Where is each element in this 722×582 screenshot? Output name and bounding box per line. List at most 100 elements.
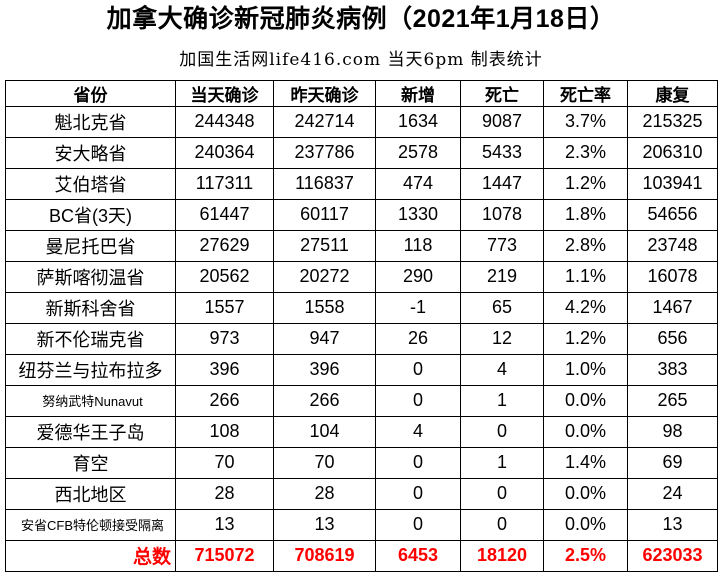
province-cell: 萨斯喀彻温省	[5, 260, 176, 293]
province-cell: 爱德华王子岛	[5, 415, 176, 448]
death-rate-cell: 4.2%	[543, 291, 628, 324]
value-cell: 0	[460, 415, 544, 448]
header-cell-3: 新增	[375, 79, 461, 107]
value-cell: 13	[175, 508, 274, 541]
province-cell: 新不伦瑞克省	[5, 322, 176, 355]
death-rate-cell: 0.0%	[543, 477, 628, 510]
province-cell: 安大略省	[5, 136, 176, 169]
value-cell: 0	[375, 508, 461, 541]
covid-table: 省份 当天确诊 昨天确诊 新增 死亡 死亡率 康复 魁北克省 244348 242714 1634…	[5, 79, 718, 572]
value-cell: 28	[273, 477, 376, 510]
value-cell: 13	[627, 508, 718, 541]
value-cell: 0	[375, 446, 461, 479]
value-cell: 98	[627, 415, 718, 448]
death-rate-cell: 1.4%	[543, 446, 628, 479]
value-cell: 5433	[460, 136, 544, 169]
value-cell: 13	[273, 508, 376, 541]
value-cell: 265	[627, 384, 718, 417]
value-cell: 28	[175, 477, 274, 510]
death-rate-cell: 2.8%	[543, 229, 628, 262]
value-cell: 1467	[627, 291, 718, 324]
value-cell: 104	[273, 415, 376, 448]
value-cell: 1557	[175, 291, 274, 324]
header-cell-0: 省份	[5, 79, 176, 107]
table-row: 魁北克省 244348 242714 1634 9087 3.7% 215325	[5, 105, 718, 138]
value-cell: 0	[460, 508, 544, 541]
value-cell: 656	[627, 322, 718, 355]
value-cell: 1	[460, 446, 544, 479]
value-cell: 973	[175, 322, 274, 355]
death-rate-cell: 0.0%	[543, 415, 628, 448]
value-cell: 1634	[375, 105, 461, 138]
header-cell-4: 死亡	[460, 79, 544, 107]
value-cell: 54656	[627, 198, 718, 231]
value-cell: 1447	[460, 167, 544, 200]
value-cell: 396	[273, 353, 376, 386]
value-cell: 118	[375, 229, 461, 262]
value-cell: 61447	[175, 198, 274, 231]
value-cell: 0	[375, 384, 461, 417]
value-cell: 1078	[460, 198, 544, 231]
table-row: BC省(3天) 61447 60117 1330 1078 1.8% 54656	[5, 198, 718, 231]
value-cell: 0	[460, 477, 544, 510]
value-cell: 219	[460, 260, 544, 293]
value-cell: 242714	[273, 105, 376, 138]
province-cell: 艾伯塔省	[5, 167, 176, 200]
value-cell: 16078	[627, 260, 718, 293]
value-cell: 0	[375, 477, 461, 510]
table-row: 育空 70 70 0 1 1.4% 69	[5, 446, 718, 479]
death-rate-cell: 3.7%	[543, 105, 628, 138]
value-cell: 23748	[627, 229, 718, 262]
value-cell: 1558	[273, 291, 376, 324]
value-cell: 215325	[627, 105, 718, 138]
value-cell: 20562	[175, 260, 274, 293]
table-row: 爱德华王子岛 108 104 4 0 0.0% 98	[5, 415, 718, 448]
value-cell: 60117	[273, 198, 376, 231]
value-cell: 117311	[175, 167, 274, 200]
table-row: 西北地区 28 28 0 0 0.0% 24	[5, 477, 718, 510]
death-rate-cell: 1.8%	[543, 198, 628, 231]
value-cell: 24	[627, 477, 718, 510]
value-cell: 237786	[273, 136, 376, 169]
value-cell: 206310	[627, 136, 718, 169]
province-cell: 西北地区	[5, 477, 176, 510]
header-row: 省份 当天确诊 昨天确诊 新增 死亡 死亡率 康复	[5, 79, 718, 107]
value-cell: 27629	[175, 229, 274, 262]
value-cell: 65	[460, 291, 544, 324]
value-cell: 947	[273, 322, 376, 355]
province-cell: BC省(3天)	[5, 198, 176, 231]
value-cell: 240364	[175, 136, 274, 169]
value-cell: 244348	[175, 105, 274, 138]
value-cell: 12	[460, 322, 544, 355]
table-row: 新不伦瑞克省 973 947 26 12 1.2% 656	[5, 322, 718, 355]
value-cell: 715072	[175, 539, 274, 572]
value-cell: -1	[375, 291, 461, 324]
value-cell: 708619	[273, 539, 376, 572]
table-row: 曼尼托巴省 27629 27511 118 773 2.8% 23748	[5, 229, 718, 262]
value-cell: 474	[375, 167, 461, 200]
value-cell: 383	[627, 353, 718, 386]
table-row: 萨斯喀彻温省 20562 20272 290 219 1.1% 16078	[5, 260, 718, 293]
province-cell: 曼尼托巴省	[5, 229, 176, 262]
death-rate-cell: 1.2%	[543, 167, 628, 200]
value-cell: 20272	[273, 260, 376, 293]
value-cell: 396	[175, 353, 274, 386]
header-cell-1: 当天确诊	[175, 79, 274, 107]
value-cell: 1330	[375, 198, 461, 231]
header-cell-5: 死亡率	[543, 79, 628, 107]
page-subtitle: 加国生活网life416.com 当天6pm 制表统计	[179, 49, 543, 70]
table-row: 新斯科舍省 1557 1558 -1 65 4.2% 1467	[5, 291, 718, 324]
value-cell: 69	[627, 446, 718, 479]
death-rate-cell: 0.0%	[543, 508, 628, 541]
province-cell: 纽芬兰与拉布拉多	[5, 353, 176, 386]
total-row: 总数 715072 708619 6453 18120 2.5% 623033	[5, 539, 718, 572]
value-cell: 266	[175, 384, 274, 417]
value-cell: 103941	[627, 167, 718, 200]
value-cell: 266	[273, 384, 376, 417]
death-rate-cell: 1.2%	[543, 322, 628, 355]
province-cell: 努纳武特Nunavut	[5, 384, 176, 417]
table-row: 艾伯塔省 117311 116837 474 1447 1.2% 103941	[5, 167, 718, 200]
province-cell: 育空	[5, 446, 176, 479]
table-row: 纽芬兰与拉布拉多 396 396 0 4 1.0% 383	[5, 353, 718, 386]
